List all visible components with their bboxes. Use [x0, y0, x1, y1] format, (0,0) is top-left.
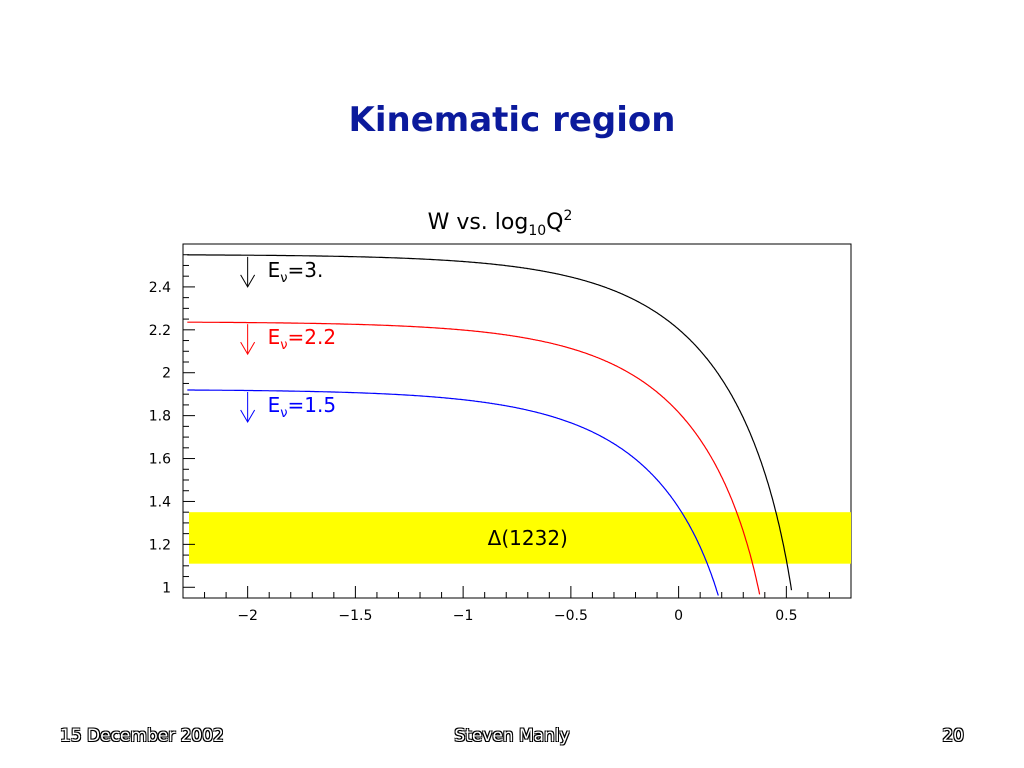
y-tick-label: 1.4	[149, 494, 171, 510]
series-label-2: Eν=2.2	[268, 325, 336, 353]
x-tick-label: −1.5	[338, 608, 372, 624]
x-tick-label: 0	[674, 608, 683, 624]
band-label: Δ(1232)	[488, 526, 568, 550]
chart-title: W vs. log10Q2	[428, 208, 573, 239]
x-tick-label: −2	[237, 608, 258, 624]
series-arrowhead-3	[240, 409, 256, 423]
y-tick-label: 2.4	[149, 280, 171, 296]
series-arrowhead-2	[240, 341, 256, 356]
series-arrowhead-1	[240, 274, 256, 288]
footer-date: 15 December 2002	[60, 726, 224, 746]
y-tick-label: 2.2	[149, 323, 171, 339]
y-tick-label: 1	[162, 580, 171, 596]
y-tick-label: 1.6	[149, 452, 171, 468]
series-line-3	[187, 389, 719, 596]
series-label-3: Eν=1.5	[268, 393, 336, 421]
footer-author: Steven Manly	[454, 726, 570, 746]
x-tick-label: −0.5	[554, 608, 588, 624]
y-tick-label: 2	[162, 366, 171, 382]
plot-frame	[182, 243, 852, 599]
series-label-1: Eν=3.	[268, 258, 324, 286]
y-tick-label: 1.2	[149, 537, 171, 553]
y-tick-label: 1.8	[149, 409, 171, 425]
footer-page-number: 20	[942, 726, 964, 746]
x-tick-label: 0.5	[775, 608, 797, 624]
delta-1232-band	[189, 512, 851, 564]
series-line-2	[187, 321, 761, 595]
series-line-1	[187, 254, 793, 591]
w-vs-log10q2-chart: W vs. log10Q2 Eν=3. Eν=2.2 Eν=1.5 Δ(1232) −2 −…	[149, 208, 852, 624]
x-tick-label: −1	[453, 608, 474, 624]
slide-title: Kinematic region	[348, 100, 676, 140]
